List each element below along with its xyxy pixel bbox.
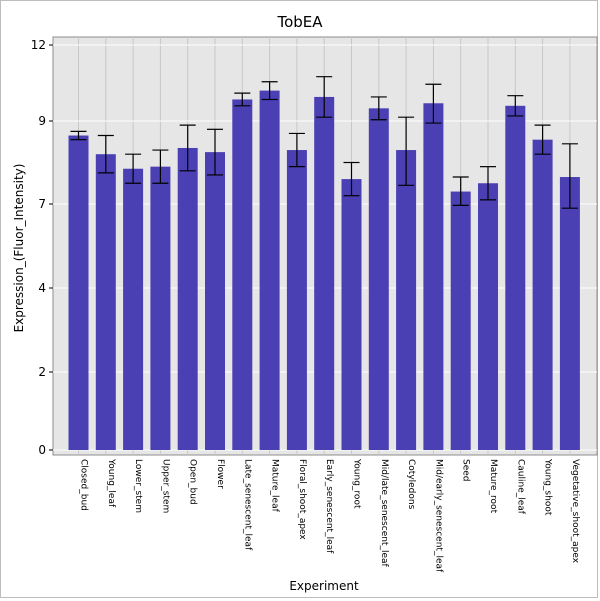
y-axis-tick-label: 7 (38, 197, 46, 211)
x-axis-category-label: Mid/early_senescent_leaf (433, 459, 443, 573)
y-axis-title: Expression_(Fluor_Intensity) (12, 164, 26, 333)
y-axis-tick-label: 0 (38, 443, 46, 457)
chart-title: TobEA (276, 13, 323, 31)
bar (505, 105, 526, 451)
bar (286, 150, 307, 451)
x-axis-category-label: Floral_shoot_apex (297, 459, 307, 540)
x-axis-category-label: Lower_stem (133, 459, 143, 513)
x-axis-category-label: Young_leaf (106, 458, 116, 508)
plot-area: 0 2 4 7 9 12 Closed_bud Young_leaf Lower_stem Upp… (31, 36, 598, 573)
y-axis-tick-label: 9 (38, 114, 46, 128)
bar (123, 168, 144, 450)
x-axis-category-label: Mature_root (488, 459, 498, 514)
x-axis-category-label: Seed (461, 459, 471, 482)
bar (205, 152, 225, 450)
y-axis-tick-label: 12 (31, 38, 46, 52)
x-axis-category-label: Early_senescent_leaf (324, 459, 334, 554)
bar (341, 179, 362, 450)
bar (232, 99, 253, 450)
bar (532, 139, 553, 451)
bar (450, 191, 471, 451)
bar (314, 96, 335, 450)
x-axis-category-label: Late_senescent_leaf (242, 459, 252, 551)
bar (150, 166, 171, 450)
x-axis-category-label: Vegetative_shoot_apex (570, 459, 580, 564)
bar (559, 177, 580, 450)
x-axis-category-label: Cauline_leaf (515, 459, 525, 515)
bar (95, 154, 116, 450)
bar (478, 183, 498, 450)
bar (177, 147, 198, 450)
x-axis-category-label: Mid/late_senescent_leaf (379, 459, 389, 568)
bar (396, 150, 417, 451)
y-axis-tick-label: 2 (38, 365, 46, 379)
bar (423, 103, 444, 451)
y-axis-tick-label: 4 (38, 281, 46, 295)
bar (368, 108, 389, 450)
x-axis-title: Experiment (289, 579, 359, 593)
x-axis-category-label: Young_shoot (543, 458, 553, 516)
bar (259, 90, 280, 450)
x-axis-category-label: Mature_leaf (270, 459, 280, 513)
x-axis-category-label: Young_root (352, 458, 362, 509)
x-axis-category-label: Cotyledons (406, 459, 416, 510)
x-axis-category-label: Open_bud (188, 459, 198, 505)
x-axis-category-label: Upper_stem (160, 459, 170, 513)
bar (68, 135, 89, 450)
x-axis-category-label: Flower (215, 459, 225, 489)
x-axis-category-label: Closed_bud (79, 459, 89, 511)
